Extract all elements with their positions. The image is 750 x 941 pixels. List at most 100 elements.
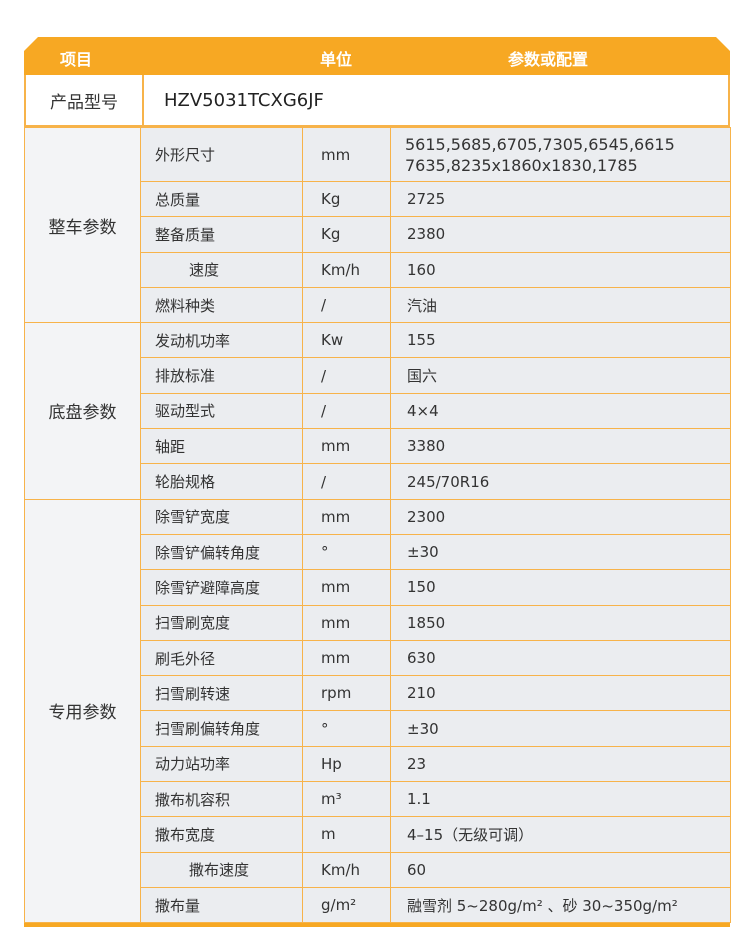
param-name: 除雪铲避障高度 — [140, 569, 303, 606]
param-value: 1850 — [390, 604, 731, 641]
param-name: 扫雪刷宽度 — [140, 604, 303, 641]
table-row: 专用参数 除雪铲宽度 mm 2300 — [24, 498, 731, 924]
param-value: 630 — [390, 639, 731, 677]
param-value: 融雪剂 5~280g/m² 、砂 30~350g/m² — [390, 886, 731, 924]
table-row: 速度 Km/h 160 — [25, 251, 731, 288]
param-name: 速度 — [140, 251, 303, 288]
param-unit: Kw — [302, 322, 391, 359]
group-label: 专用参数 — [24, 498, 141, 924]
param-unit: Kg — [302, 180, 391, 218]
spec-body: 整车参数 外形尺寸 mm 5615,5685,6705,7305,6545,6615 7… — [24, 126, 731, 924]
param-value: 国六 — [390, 357, 731, 394]
header-value: 参数或配置 — [508, 50, 589, 69]
param-unit: mm — [302, 604, 391, 641]
table-row: 底盘参数 发动机功率 Kw 155 — [24, 322, 731, 500]
param-value: 210 — [390, 675, 731, 712]
param-unit: g/m² — [302, 886, 391, 924]
param-unit: mm — [302, 127, 391, 182]
table-row: 扫雪刷转速 rpm 210 — [25, 675, 731, 712]
group-label: 整车参数 — [24, 126, 141, 324]
param-value: 150 — [390, 569, 731, 606]
param-unit: rpm — [302, 675, 391, 712]
table-row: 整备质量 Kg 2380 — [25, 216, 731, 253]
param-unit: / — [302, 392, 391, 430]
param-value: 155 — [390, 322, 731, 359]
param-name: 撒布速度 — [140, 851, 303, 888]
param-value: 60 — [390, 851, 731, 888]
param-unit: Km/h — [302, 251, 391, 288]
product-label: 产品型号 — [26, 75, 144, 125]
param-name: 排放标准 — [140, 357, 303, 394]
param-unit: m — [302, 816, 391, 853]
table-row: 燃料种类 / 汽油 — [25, 286, 731, 324]
table-row: 撒布量 g/m² 融雪剂 5~280g/m² 、砂 30~350g/m² — [25, 886, 731, 924]
param-value-line2: 7635,8235x1860x1830,1785 — [405, 155, 638, 175]
param-value: 5615,5685,6705,7305,6545,6615 7635,8235x1… — [390, 127, 731, 182]
param-unit: m³ — [302, 781, 391, 818]
param-value-line1: 5615,5685,6705,7305,6545,6615 — [405, 134, 675, 154]
group-label: 底盘参数 — [24, 322, 141, 500]
table-row: 扫雪刷偏转角度 ° ±30 — [25, 710, 731, 747]
param-value: 23 — [390, 745, 731, 783]
param-name: 整备质量 — [140, 216, 303, 253]
table-row: 除雪铲偏转角度 ° ±30 — [25, 533, 731, 571]
param-name: 除雪铲偏转角度 — [140, 533, 303, 571]
param-unit: mm — [302, 428, 391, 465]
param-name: 动力站功率 — [140, 745, 303, 783]
param-unit: / — [302, 463, 391, 500]
param-name: 驱动型式 — [140, 392, 303, 430]
param-name: 撒布量 — [140, 886, 303, 924]
param-value: 245/70R16 — [390, 463, 731, 500]
param-name: 撒布宽度 — [140, 816, 303, 853]
param-value: ±30 — [390, 710, 731, 747]
param-value: 160 — [390, 251, 731, 288]
param-value: 1.1 — [390, 781, 731, 818]
param-value: 3380 — [390, 428, 731, 465]
table-row: 撒布机容积 m³ 1.1 — [25, 781, 731, 818]
param-value: 2300 — [390, 498, 731, 535]
table-row: 除雪铲避障高度 mm 150 — [25, 569, 731, 606]
table-row: 撒布宽度 m 4–15（无级可调） — [25, 816, 731, 853]
spec-table: 项目 单位 参数或配置 产品型号 HZV5031TCXG6JF 整车参数 外形尺寸… — [24, 37, 731, 928]
param-name: 燃料种类 — [140, 286, 303, 324]
param-value: 2380 — [390, 216, 731, 253]
param-value: 4–15（无级可调） — [390, 816, 731, 853]
param-value: 汽油 — [390, 286, 731, 324]
param-unit: Hp — [302, 745, 391, 783]
product-model: HZV5031TCXG6JF — [164, 89, 324, 111]
param-unit: mm — [302, 498, 391, 535]
param-name: 发动机功率 — [140, 322, 303, 359]
param-unit: mm — [302, 639, 391, 677]
param-unit: / — [302, 357, 391, 394]
param-unit: Kg — [302, 216, 391, 253]
param-unit: Km/h — [302, 851, 391, 888]
param-name: 扫雪刷转速 — [140, 675, 303, 712]
param-value: ±30 — [390, 533, 731, 571]
bottom-bar — [24, 923, 730, 928]
table-row: 轮胎规格/245/70R16 — [25, 463, 731, 500]
param-value: 4×4 — [390, 392, 731, 430]
param-unit: ° — [302, 710, 391, 747]
header-unit: 单位 — [320, 50, 353, 69]
param-unit: mm — [302, 569, 391, 606]
param-name: 除雪铲宽度 — [140, 498, 303, 535]
header-item: 项目 — [60, 50, 93, 69]
param-unit: ° — [302, 533, 391, 571]
param-unit: / — [302, 286, 391, 324]
table-header: 项目 单位 参数或配置 — [24, 37, 730, 75]
param-name: 外形尺寸 — [140, 127, 303, 182]
param-name: 扫雪刷偏转角度 — [140, 710, 303, 747]
table-row: 轴距 mm 3380 — [25, 428, 731, 465]
table-row: 总质量 Kg 2725 — [25, 180, 731, 218]
table-row: 整车参数 外形尺寸 mm 5615,5685,6705,7305,6545,6615 7… — [24, 126, 731, 324]
table-row: 驱动型式/4×4 — [25, 392, 731, 430]
param-name: 刷毛外径 — [140, 639, 303, 677]
product-row: 产品型号 HZV5031TCXG6JF — [24, 75, 730, 127]
table-row: 扫雪刷宽度 mm 1850 — [25, 604, 731, 641]
param-name: 总质量 — [140, 180, 303, 218]
param-name: 撒布机容积 — [140, 781, 303, 818]
param-name: 轴距 — [140, 428, 303, 465]
param-value: 2725 — [390, 180, 731, 218]
table-row: 撒布速度 Km/h 60 — [25, 851, 731, 888]
param-name: 轮胎规格 — [140, 463, 303, 500]
